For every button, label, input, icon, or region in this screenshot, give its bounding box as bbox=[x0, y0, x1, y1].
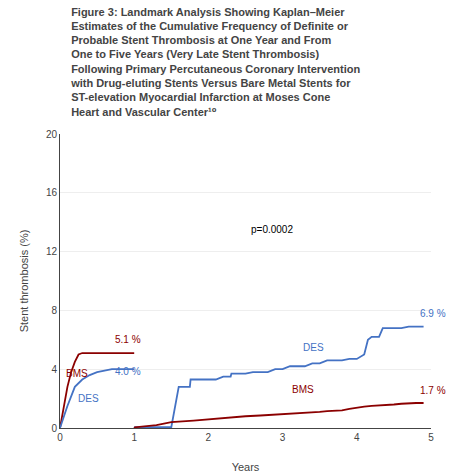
svg-text:8: 8 bbox=[51, 305, 57, 316]
svg-text:DES: DES bbox=[303, 342, 324, 353]
svg-text:12: 12 bbox=[46, 246, 58, 257]
svg-text:BMS: BMS bbox=[292, 384, 314, 395]
svg-text:BMS: BMS bbox=[66, 368, 88, 379]
svg-text:Stent thrombosis (%): Stent thrombosis (%) bbox=[18, 230, 30, 333]
svg-text:4: 4 bbox=[51, 364, 57, 375]
svg-text:6.9 %: 6.9 % bbox=[420, 308, 446, 319]
svg-text:1: 1 bbox=[131, 432, 137, 443]
svg-text:p=0.0002: p=0.0002 bbox=[251, 224, 293, 235]
svg-text:4: 4 bbox=[354, 432, 360, 443]
svg-text:Years: Years bbox=[232, 461, 260, 473]
svg-text:5.1 %: 5.1 % bbox=[115, 334, 141, 345]
svg-text:16: 16 bbox=[46, 187, 58, 198]
svg-text:3: 3 bbox=[280, 432, 286, 443]
svg-text:5: 5 bbox=[428, 432, 434, 443]
svg-text:Figure 3: Landmark Analysis Sh: Figure 3: Landmark Analysis Showing Kapl… bbox=[70, 6, 360, 118]
svg-text:0: 0 bbox=[57, 432, 63, 443]
svg-text:1.7 %: 1.7 % bbox=[420, 385, 446, 396]
svg-text:20: 20 bbox=[46, 129, 58, 140]
svg-text:DES: DES bbox=[78, 393, 99, 404]
svg-text:2: 2 bbox=[206, 432, 212, 443]
svg-text:0: 0 bbox=[51, 423, 57, 434]
svg-text:4.0 %: 4.0 % bbox=[115, 366, 141, 377]
